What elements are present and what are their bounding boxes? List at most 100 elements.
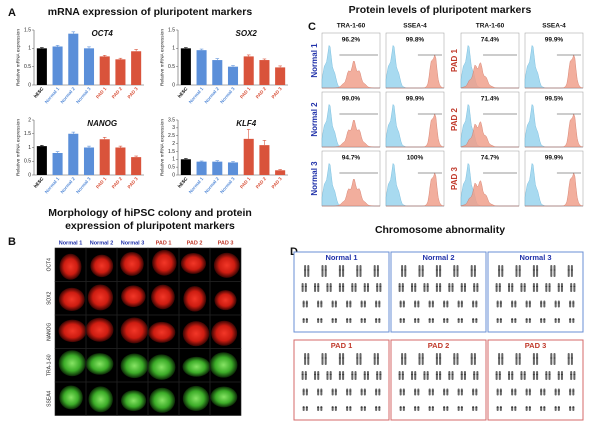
chromosome (499, 318, 502, 323)
y-tick-label: 2.5 (168, 133, 175, 139)
chromosome (475, 318, 478, 323)
chromosome (342, 353, 345, 365)
chromosome (401, 283, 404, 292)
chromosome (404, 265, 407, 277)
chromosome (366, 283, 369, 292)
bar (212, 60, 223, 85)
chromosome (557, 283, 560, 292)
chromosome (498, 371, 501, 380)
chromosome (321, 265, 324, 277)
chromosome (428, 300, 431, 308)
chromosome (457, 406, 460, 411)
chromosome (334, 318, 337, 323)
chromosome (499, 300, 502, 308)
chromosome (376, 353, 379, 365)
bar (99, 56, 110, 85)
gate-percentage: 100% (407, 155, 424, 162)
chromosome (329, 283, 332, 292)
chromosome (320, 406, 323, 411)
chromosome (460, 388, 463, 396)
error-bar (262, 58, 267, 61)
chromosome (570, 371, 573, 380)
chromosome (402, 406, 405, 411)
chromosome (453, 265, 456, 277)
chromosome (320, 388, 323, 396)
error-bar (102, 137, 107, 140)
chromosome (536, 371, 539, 380)
gate-percentage: 74.4% (481, 37, 500, 44)
chromosome (460, 283, 463, 292)
chromosome (331, 388, 334, 396)
chromosome (525, 318, 528, 323)
chromosome (360, 300, 363, 308)
colony-image (88, 386, 113, 413)
colony-image (58, 287, 85, 311)
karyotype-frame (390, 251, 487, 333)
chromosome (331, 300, 334, 308)
chromosome (557, 300, 560, 308)
chromosome (569, 406, 572, 411)
chromosome (346, 318, 349, 323)
chromosome (557, 371, 560, 380)
chromosome (514, 300, 517, 308)
colony-image (85, 353, 114, 375)
chromosome (446, 318, 449, 323)
chromosome (515, 353, 518, 365)
y-tick-label: 2 (172, 141, 175, 147)
chromosome (570, 353, 573, 365)
chromosome (411, 371, 414, 380)
colony-image (213, 252, 240, 278)
colony-image (120, 390, 147, 412)
chromosome (473, 371, 476, 380)
chromosome (378, 318, 381, 323)
gate-percentage: 99.5% (545, 96, 564, 103)
chromosome (301, 283, 304, 292)
chromosome (305, 318, 308, 323)
chromosome (540, 406, 543, 411)
chromosome (428, 406, 431, 411)
chromosome (329, 371, 332, 380)
stained-peak (460, 62, 519, 89)
chromosome (456, 353, 459, 365)
row-label: Normal 1 (310, 43, 319, 78)
chromosome (301, 371, 304, 380)
stained-peak (386, 54, 445, 89)
chromosome (501, 353, 504, 365)
chromosome (421, 265, 424, 277)
row-label: Normal 3 (310, 161, 319, 196)
chromosome (543, 300, 546, 308)
column-header: Normal 1 (59, 240, 83, 246)
chromosome (378, 406, 381, 411)
bar (227, 162, 239, 175)
chromosome (523, 283, 526, 292)
chromosome (302, 406, 305, 411)
colony-image (180, 253, 207, 274)
bar (131, 157, 142, 175)
chromosome (545, 371, 548, 380)
chromosome (570, 283, 573, 292)
chromosome (508, 283, 511, 292)
chromosome (324, 265, 327, 277)
chromosome (557, 388, 560, 396)
bar (212, 161, 223, 175)
chromosome (496, 300, 499, 308)
chromosome (554, 318, 557, 323)
chromosome (540, 388, 543, 396)
y-axis-label: Relative mRNA expression (159, 119, 165, 176)
chromosome (431, 388, 434, 396)
colony-image (182, 321, 210, 347)
chromosome (525, 388, 528, 396)
row-label: SOX2 (46, 291, 52, 305)
error-bar (40, 47, 44, 49)
chromosome (334, 406, 337, 411)
chromosome (495, 371, 498, 380)
chart-title: KLF4 (236, 119, 257, 128)
gate-percentage: 99.0% (342, 96, 361, 103)
chromosome (525, 406, 528, 411)
chromosome (463, 283, 466, 292)
chromosome (360, 388, 363, 396)
chromosome (402, 388, 405, 396)
gate-percentage: 74.7% (481, 155, 500, 162)
colony-image (149, 387, 176, 413)
chromosome (540, 318, 543, 323)
